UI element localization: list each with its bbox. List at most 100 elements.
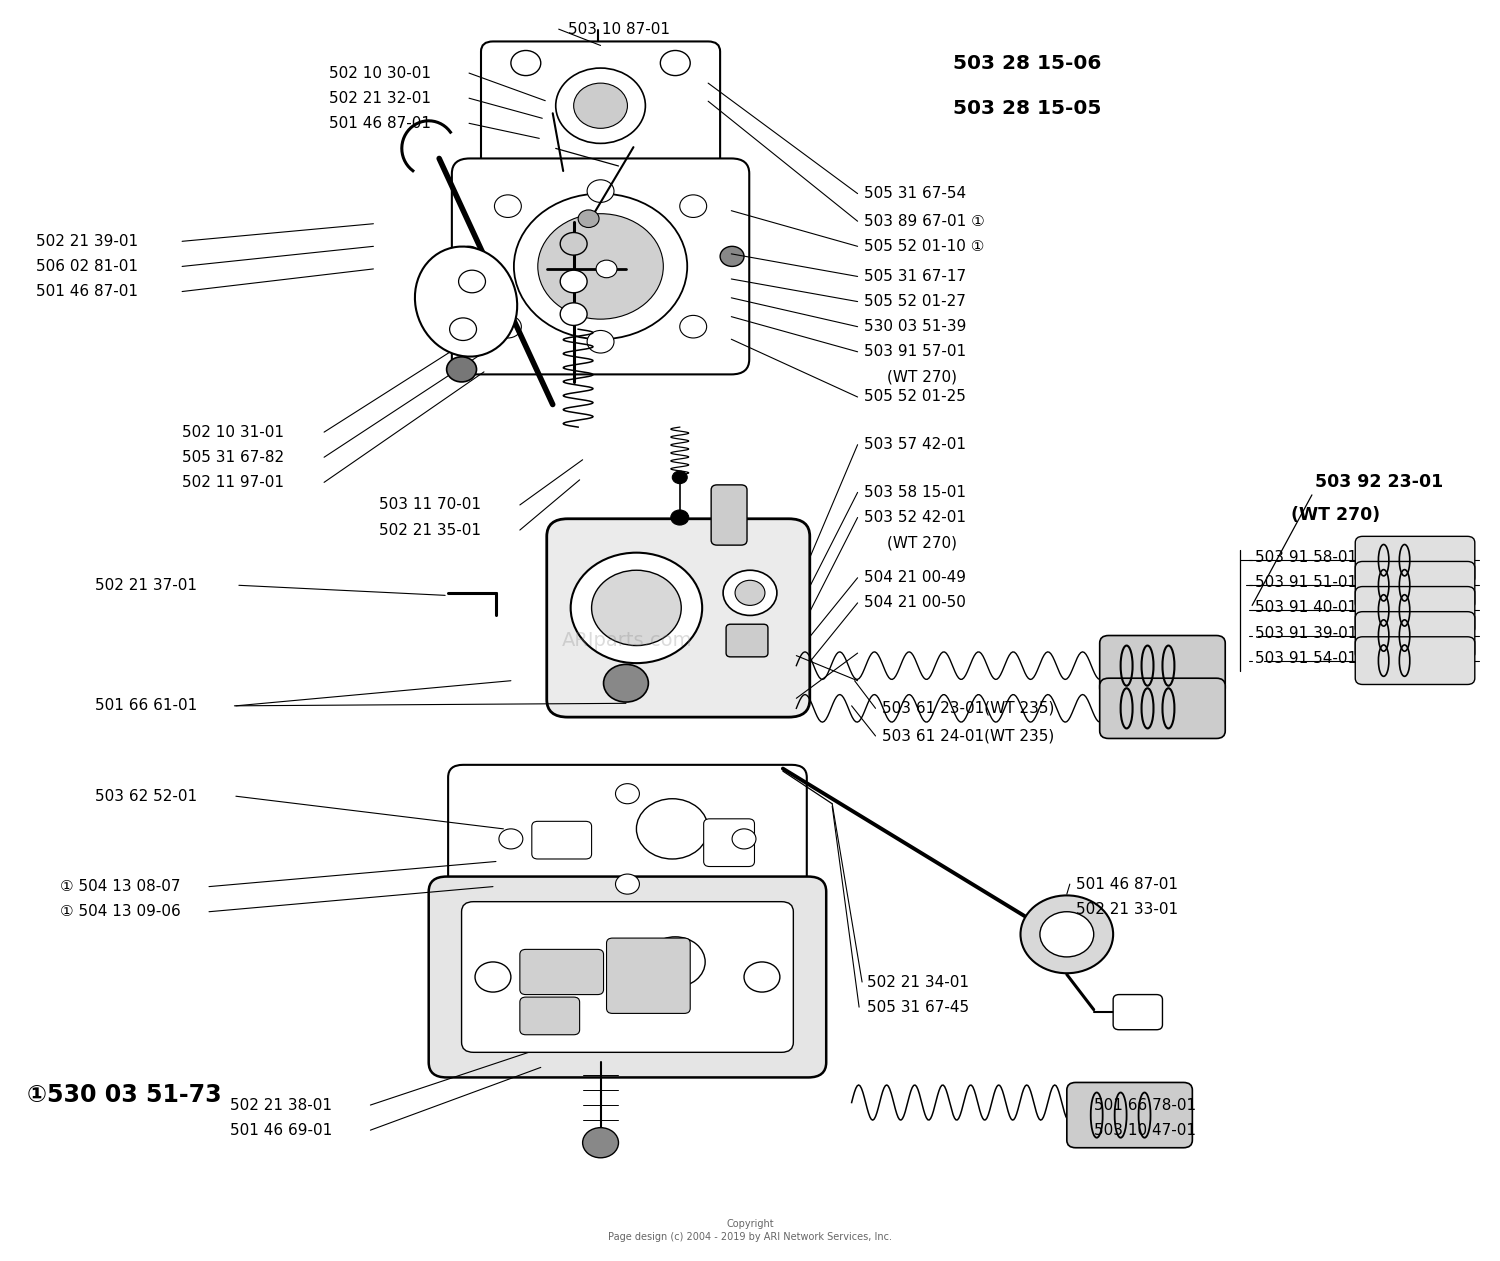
Text: 502 21 32-01: 502 21 32-01: [328, 91, 430, 106]
Text: 503 11 70-01: 503 11 70-01: [380, 497, 482, 512]
FancyBboxPatch shape: [448, 765, 807, 913]
Circle shape: [512, 50, 542, 76]
Circle shape: [680, 315, 706, 338]
Text: 503 52 42-01: 503 52 42-01: [864, 509, 966, 525]
Circle shape: [720, 246, 744, 266]
Text: 504 21 00-50: 504 21 00-50: [864, 595, 966, 610]
Ellipse shape: [416, 247, 518, 357]
Circle shape: [560, 303, 586, 325]
Text: 503 61 24-01(WT 235): 503 61 24-01(WT 235): [882, 729, 1054, 744]
Text: 503 92 23-01: 503 92 23-01: [1316, 473, 1443, 492]
Circle shape: [447, 357, 477, 382]
Text: 505 31 67-45: 505 31 67-45: [867, 1000, 969, 1015]
Text: 502 21 34-01: 502 21 34-01: [867, 975, 969, 990]
Text: 503 91 54-01: 503 91 54-01: [1256, 651, 1358, 666]
Circle shape: [578, 209, 598, 227]
FancyBboxPatch shape: [548, 518, 810, 718]
Text: 506 02 81-01: 506 02 81-01: [36, 259, 138, 274]
Text: 501 66 61-01: 501 66 61-01: [96, 699, 198, 714]
Ellipse shape: [1020, 895, 1113, 973]
Circle shape: [570, 552, 702, 663]
Text: 505 52 01-27: 505 52 01-27: [864, 294, 966, 309]
Text: ① 504 13 09-06: ① 504 13 09-06: [60, 904, 180, 919]
Text: 502 10 31-01: 502 10 31-01: [182, 425, 284, 440]
FancyBboxPatch shape: [1356, 637, 1474, 685]
Circle shape: [732, 828, 756, 849]
Text: 503 10 47-01: 503 10 47-01: [1094, 1122, 1196, 1137]
Text: 503 61 23-01(WT 235): 503 61 23-01(WT 235): [882, 701, 1054, 716]
Text: ① 504 13 08-07: ① 504 13 08-07: [60, 879, 180, 894]
FancyBboxPatch shape: [1113, 995, 1162, 1030]
Text: 501 46 87-01: 501 46 87-01: [36, 284, 138, 299]
Text: 502 21 35-01: 502 21 35-01: [380, 522, 482, 537]
Circle shape: [500, 828, 523, 849]
Text: 502 11 97-01: 502 11 97-01: [182, 475, 284, 489]
Text: 502 21 37-01: 502 21 37-01: [96, 578, 198, 593]
FancyBboxPatch shape: [726, 624, 768, 657]
Circle shape: [586, 330, 613, 353]
Text: 505 31 67-54: 505 31 67-54: [864, 187, 966, 200]
FancyBboxPatch shape: [1100, 636, 1226, 696]
Text: 503 91 51-01: 503 91 51-01: [1256, 575, 1358, 590]
FancyBboxPatch shape: [1100, 678, 1226, 739]
FancyBboxPatch shape: [1066, 1082, 1192, 1148]
Circle shape: [615, 783, 639, 803]
FancyBboxPatch shape: [429, 876, 826, 1077]
Text: 505 31 67-17: 505 31 67-17: [864, 269, 966, 284]
Text: 501 46 87-01: 501 46 87-01: [1076, 876, 1178, 892]
Circle shape: [645, 937, 705, 987]
FancyBboxPatch shape: [1356, 612, 1474, 660]
Circle shape: [636, 798, 708, 859]
FancyBboxPatch shape: [711, 485, 747, 545]
FancyBboxPatch shape: [1356, 536, 1474, 584]
Text: 502 21 38-01: 502 21 38-01: [230, 1097, 332, 1112]
FancyBboxPatch shape: [1356, 561, 1474, 609]
Circle shape: [555, 68, 645, 144]
Text: 503 91 39-01: 503 91 39-01: [1256, 625, 1358, 641]
Text: 501 46 87-01: 501 46 87-01: [328, 116, 430, 131]
Circle shape: [660, 50, 690, 76]
Text: 530 03 51-39: 530 03 51-39: [864, 319, 966, 334]
Text: 503 91 40-01: 503 91 40-01: [1256, 600, 1358, 615]
Circle shape: [538, 213, 663, 319]
Text: 503 28 15-05: 503 28 15-05: [952, 98, 1101, 117]
Text: (WT 270): (WT 270): [888, 369, 957, 385]
FancyBboxPatch shape: [532, 821, 591, 859]
Circle shape: [615, 874, 639, 894]
Text: 503 62 52-01: 503 62 52-01: [96, 788, 198, 803]
Text: 503 28 15-06: 503 28 15-06: [952, 53, 1101, 73]
Text: 501 46 69-01: 501 46 69-01: [230, 1122, 332, 1137]
Text: 503 57 42-01: 503 57 42-01: [864, 438, 966, 453]
Text: 503 58 15-01: 503 58 15-01: [864, 485, 966, 499]
Circle shape: [672, 472, 687, 484]
Circle shape: [458, 246, 482, 266]
Text: 505 52 01-10 ①: 505 52 01-10 ①: [864, 238, 984, 253]
Circle shape: [744, 962, 780, 992]
Circle shape: [573, 83, 627, 129]
Circle shape: [723, 570, 777, 615]
FancyBboxPatch shape: [452, 159, 750, 375]
FancyBboxPatch shape: [520, 950, 603, 995]
Circle shape: [476, 962, 512, 992]
Circle shape: [680, 195, 706, 217]
Circle shape: [450, 318, 477, 340]
Circle shape: [514, 194, 687, 339]
FancyBboxPatch shape: [462, 902, 794, 1053]
Circle shape: [1040, 912, 1094, 957]
Text: 503 89 67-01 ①: 503 89 67-01 ①: [864, 213, 984, 228]
Circle shape: [735, 580, 765, 605]
Circle shape: [603, 665, 648, 702]
Circle shape: [459, 270, 486, 293]
Text: 502 10 30-01: 502 10 30-01: [328, 66, 430, 81]
Circle shape: [495, 195, 522, 217]
FancyBboxPatch shape: [704, 818, 754, 866]
Text: (WT 270): (WT 270): [1292, 506, 1380, 525]
Text: 502 21 33-01: 502 21 33-01: [1076, 902, 1178, 917]
Circle shape: [596, 260, 616, 277]
Circle shape: [582, 1127, 618, 1158]
Circle shape: [495, 315, 522, 338]
Text: ARIparts.com: ARIparts.com: [562, 630, 693, 649]
Circle shape: [586, 180, 613, 203]
Text: (WT 270): (WT 270): [888, 535, 957, 550]
Circle shape: [582, 43, 612, 68]
